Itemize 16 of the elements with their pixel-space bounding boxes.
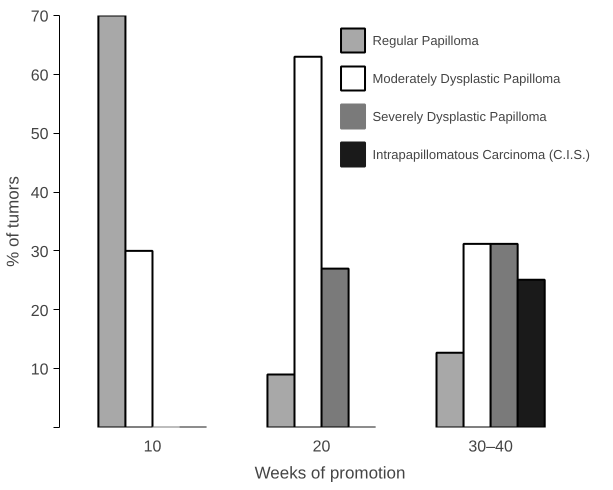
y-tick-label: 70 (30, 8, 49, 26)
x-tick-label: 20 (312, 438, 331, 456)
y-tick-label: 20 (30, 302, 49, 320)
y-axis-title: % of tumors (4, 176, 23, 267)
legend-label: Regular Papilloma (372, 32, 479, 48)
x-axis-title: Weeks of promotion (254, 464, 406, 482)
y-tick-label: 50 (30, 126, 49, 144)
x-tick-label: 30–40 (468, 438, 513, 456)
y-tick-label: 60 (30, 67, 49, 84)
y-tick-label: 30 (30, 244, 49, 261)
legend-label: Moderately Dysplastic Papilloma (372, 70, 560, 86)
legend-label: Severely Dysplastic Papilloma (372, 108, 547, 124)
x-tick-label: 10 (144, 438, 162, 456)
legend-label: Intrapapillomatous Carcinoma (C.I.S.) (372, 146, 590, 162)
y-tick-label: 10 (30, 362, 49, 379)
y-tick-label: 40 (30, 185, 49, 202)
